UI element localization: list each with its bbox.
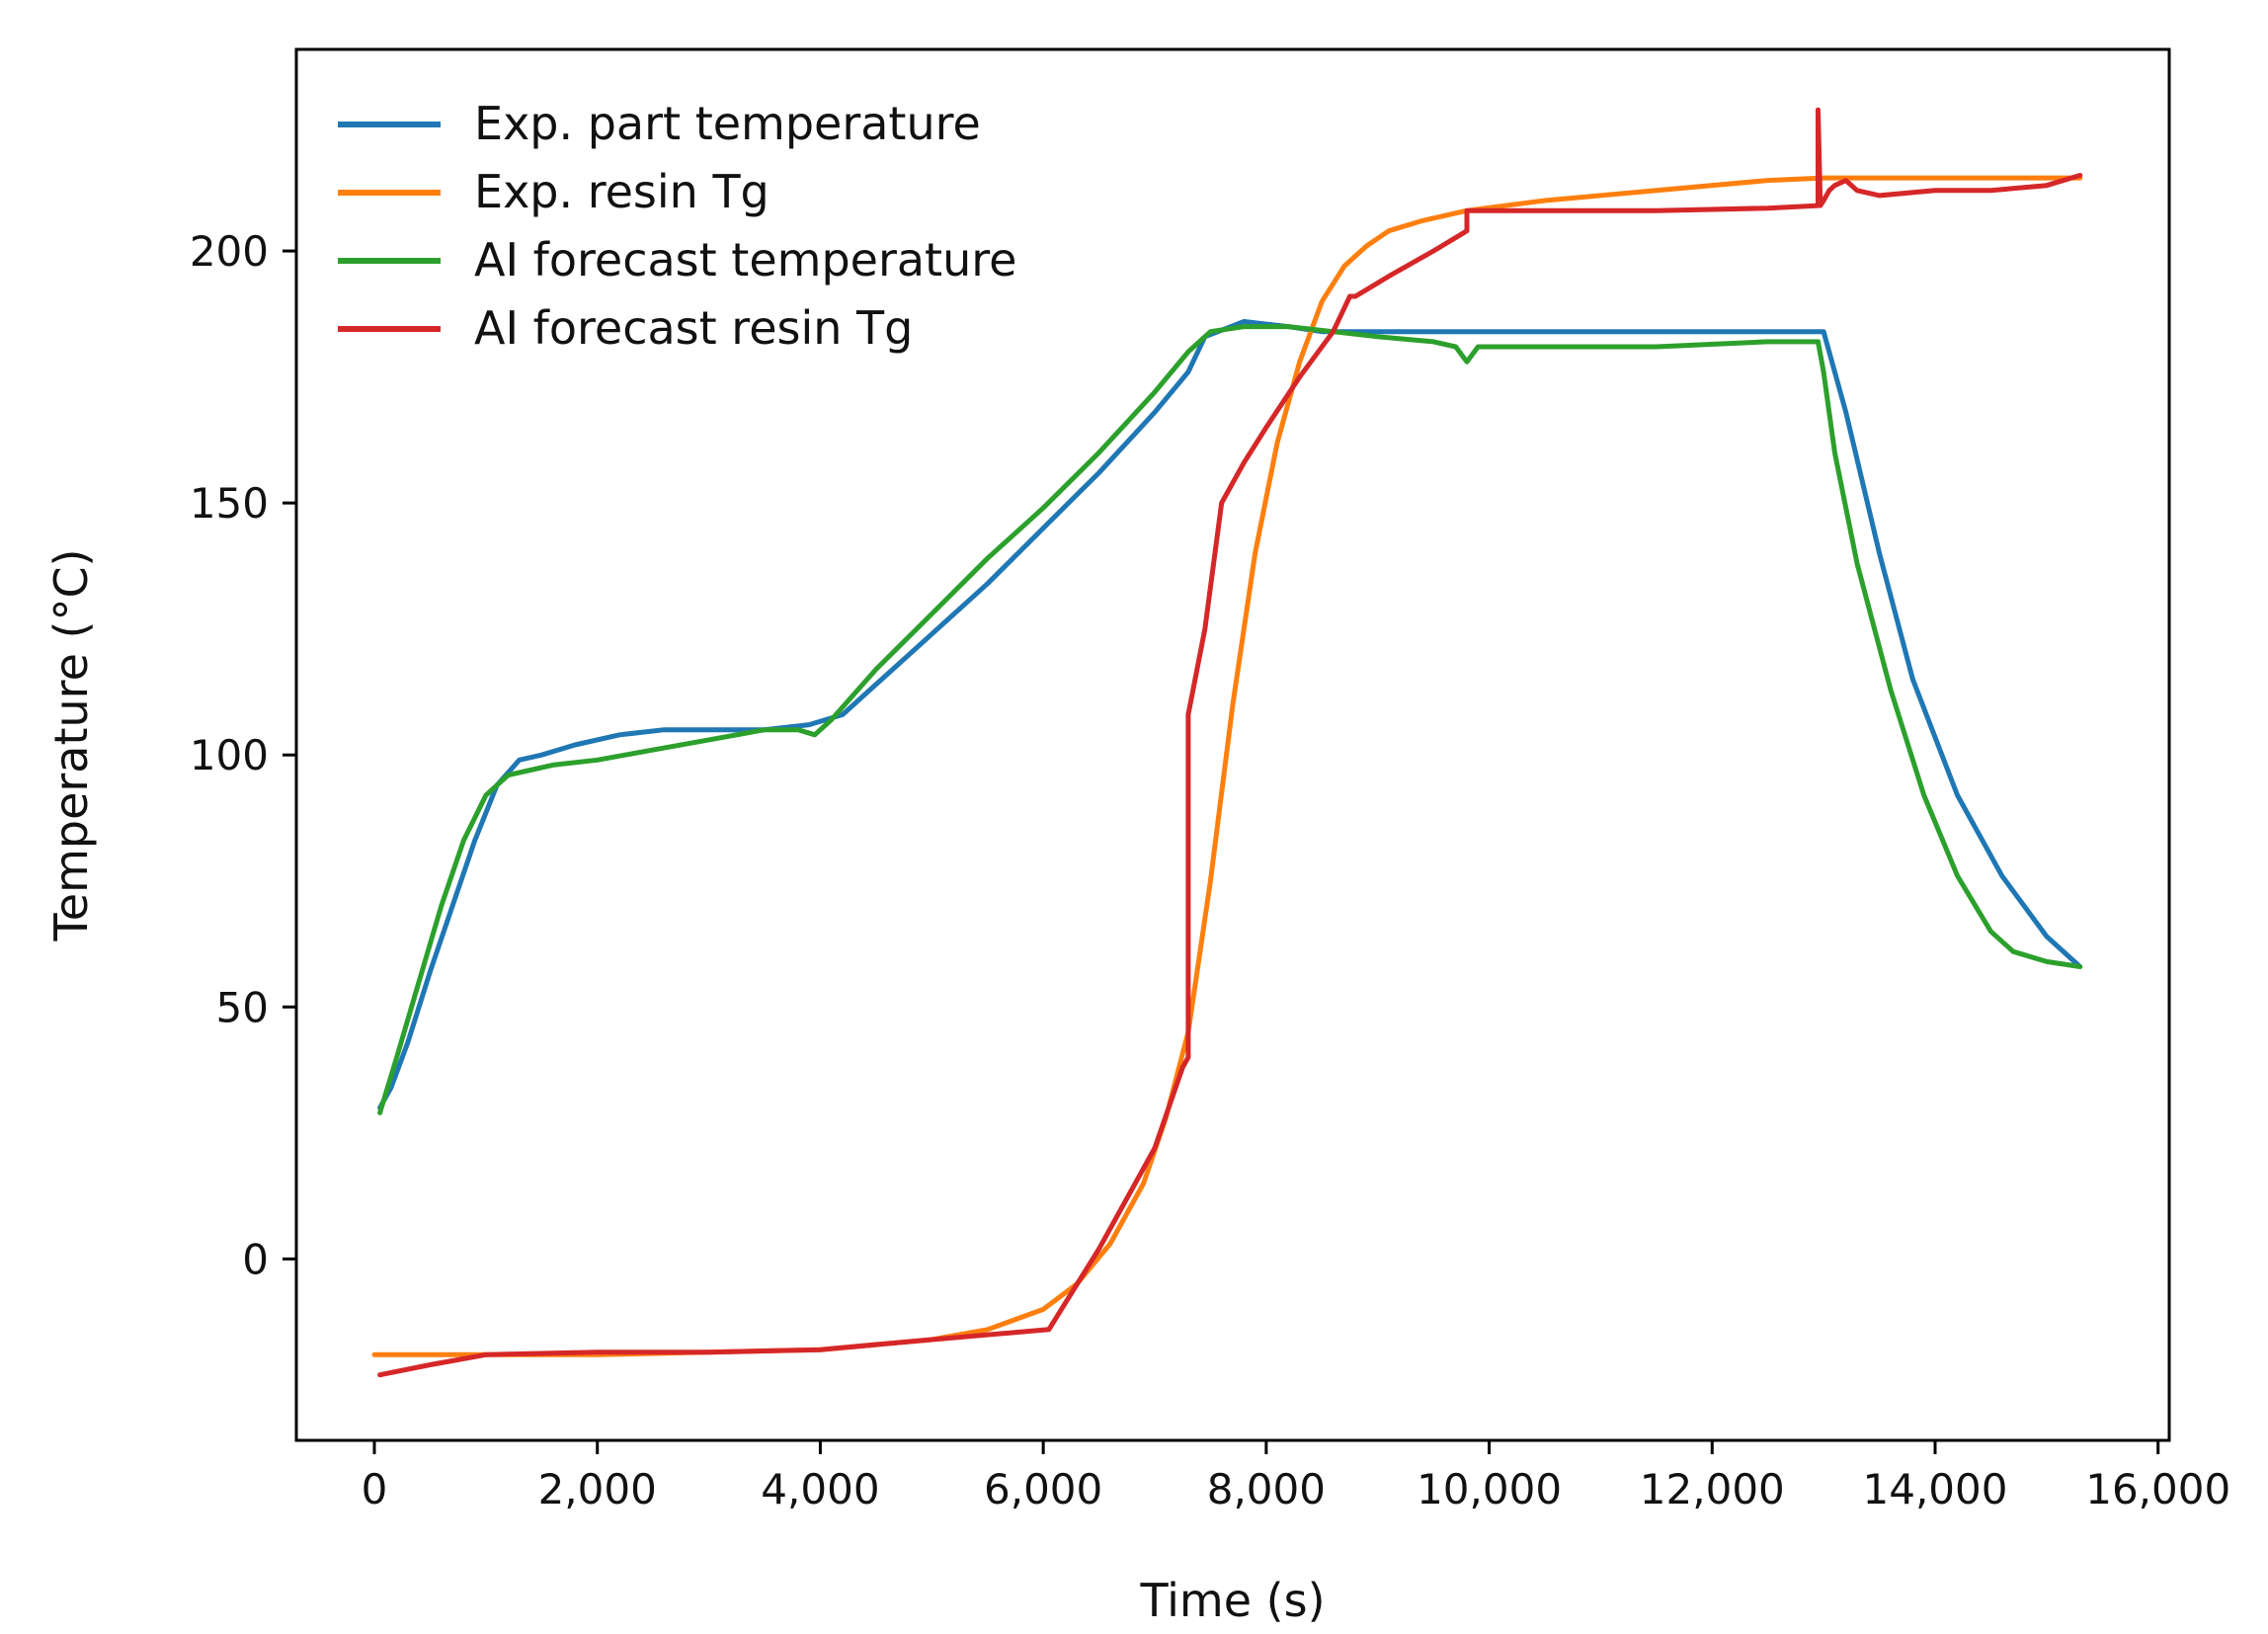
y-tick-label: 50 bbox=[216, 983, 269, 1031]
x-tick-label: 14,000 bbox=[1863, 1465, 2008, 1513]
x-tick-label: 10,000 bbox=[1417, 1465, 1562, 1513]
x-tick-label: 2,000 bbox=[538, 1465, 657, 1513]
y-tick-label: 0 bbox=[242, 1235, 269, 1283]
y-axis-label: Temperature (°C) bbox=[44, 548, 98, 941]
legend-label: AI forecast temperature bbox=[474, 233, 1016, 286]
plot-frame bbox=[294, 47, 2171, 1442]
legend-label: AI forecast resin Tg bbox=[474, 301, 913, 355]
x-axis: 0 2,000 4,000 6,000 8,000 10,000 12,000 14,000 1… bbox=[362, 1440, 2230, 1513]
x-tick-label: 12,000 bbox=[1640, 1465, 1785, 1513]
x-tick-label: 0 bbox=[362, 1465, 388, 1513]
legend-label: Exp. resin Tg bbox=[474, 165, 770, 218]
series-line-1 bbox=[377, 319, 2083, 1110]
y-tick-label: 150 bbox=[190, 479, 269, 528]
y-tick-label: 200 bbox=[190, 227, 269, 276]
series-line-4 bbox=[377, 107, 2083, 1378]
x-tick-label: 16,000 bbox=[2085, 1465, 2230, 1513]
legend-label: Exp. part temperature bbox=[474, 97, 981, 150]
y-tick-label: 100 bbox=[190, 731, 269, 779]
x-tick-label: 6,000 bbox=[984, 1465, 1102, 1513]
series-line-3 bbox=[377, 324, 2083, 1115]
x-tick-label: 4,000 bbox=[761, 1465, 879, 1513]
legend: Exp. part temperature Exp. resin Tg AI for… bbox=[338, 97, 1016, 355]
x-axis-label: Time (s) bbox=[1139, 1574, 1325, 1627]
y-axis: 0 50 100 150 200 bbox=[190, 227, 296, 1283]
plot-area bbox=[371, 107, 2083, 1378]
x-tick-label: 8,000 bbox=[1207, 1465, 1326, 1513]
